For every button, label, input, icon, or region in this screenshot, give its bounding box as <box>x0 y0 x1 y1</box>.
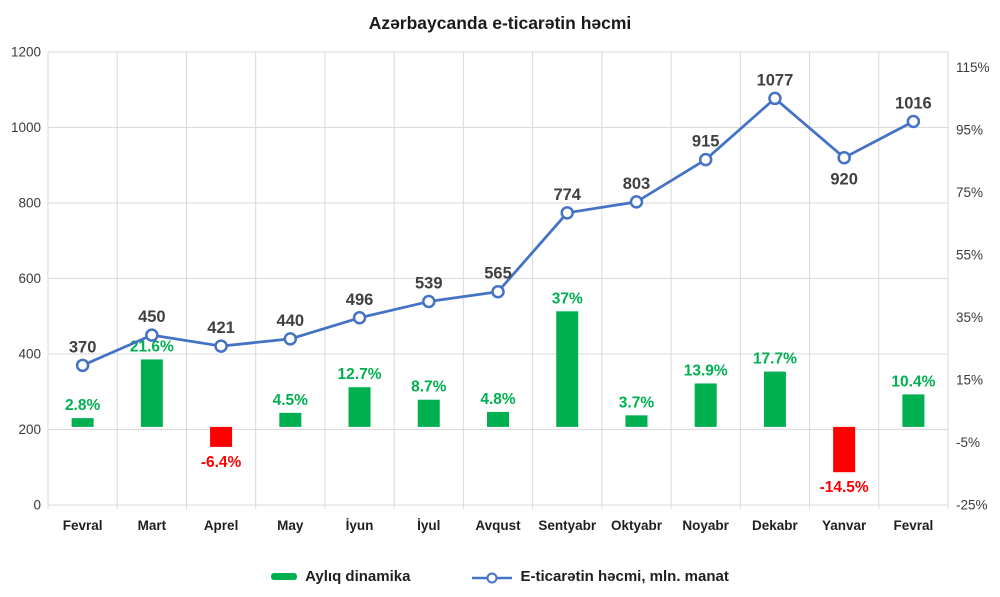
bar-monthly-dynamics <box>763 371 786 427</box>
line-marker <box>698 152 713 167</box>
line-value-label: 496 <box>346 291 374 309</box>
bar-monthly-dynamics <box>210 426 233 447</box>
line-value-label: 774 <box>553 186 581 204</box>
legend-label: Aylıq dinamika <box>305 568 411 585</box>
x-axis-category-label: Aprel <box>204 518 239 533</box>
right-axis-tick-label: 75% <box>956 185 983 200</box>
x-axis-category-label: Mart <box>138 518 167 533</box>
bar-monthly-dynamics <box>71 418 94 427</box>
line-marker <box>491 284 505 299</box>
x-axis-category-label: Fevral <box>63 518 103 533</box>
bar-monthly-dynamics <box>902 394 925 427</box>
x-axis-category-label: Avqust <box>475 518 521 533</box>
bar-monthly-dynamics <box>487 411 509 427</box>
left-axis-tick-label: 200 <box>18 422 41 437</box>
bar-monthly-dynamics <box>279 412 302 427</box>
line-marker <box>422 294 436 309</box>
line-value-label: 421 <box>207 319 235 337</box>
bar-value-label: 12.7% <box>338 366 382 383</box>
bar-monthly-dynamics <box>348 387 371 427</box>
x-axis-category-label: Oktyabr <box>611 518 663 533</box>
x-axis-category-label: Yanvar <box>822 518 867 533</box>
x-axis-category-label: Dekabr <box>752 518 799 533</box>
left-axis-tick-label: 800 <box>18 196 41 211</box>
line-marker <box>768 91 782 106</box>
line-marker <box>837 150 851 165</box>
bar-value-label: 8.7% <box>411 379 447 396</box>
x-axis-category-label: İyul <box>417 518 440 533</box>
chart-title: Azərbaycanda e-ticarətin həcmi <box>368 13 632 33</box>
left-axis-tick-label: 600 <box>18 271 41 286</box>
line-marker <box>560 206 574 220</box>
bar-value-label: 17.7% <box>753 351 797 368</box>
legend-label: E-ticarətin həcmi, mln. manat <box>520 568 729 585</box>
x-axis-category-label: May <box>277 518 304 533</box>
right-axis-tick-label: 115% <box>956 60 990 75</box>
bar-monthly-dynamics <box>625 415 648 427</box>
right-axis-tick-label: 15% <box>956 373 983 388</box>
line-marker <box>906 114 921 129</box>
line-marker <box>283 332 298 346</box>
left-axis-tick-label: 1000 <box>11 120 41 135</box>
right-axis-tick-label: -25% <box>956 498 988 513</box>
line-marker <box>629 195 644 209</box>
left-axis-tick-label: 400 <box>18 347 41 362</box>
x-axis-category-label: Sentyabr <box>538 518 597 533</box>
right-axis-tick-label: -5% <box>956 435 980 450</box>
line-value-label: 539 <box>415 275 443 293</box>
line-marker <box>214 339 228 353</box>
bar-marker-icon <box>271 573 298 580</box>
line-value-label: 440 <box>277 312 305 330</box>
bar-value-label: 10.4% <box>891 373 935 390</box>
plot-area: 2.8% 21.6% -6.4% 4.5% 12.7% 8.7% 4.8% 37% 3.7% 13… <box>11 45 990 534</box>
right-axis-tick-label: 35% <box>956 310 983 325</box>
right-axis-tick-label: 55% <box>956 248 983 263</box>
bar-monthly-dynamics <box>694 383 717 427</box>
line-marker <box>352 311 367 325</box>
x-axis-category-label: Noyabr <box>682 518 729 533</box>
bar-value-label: 4.8% <box>480 391 516 408</box>
bar-value-label: 4.5% <box>273 392 309 409</box>
left-axis-tick-label: 0 <box>33 498 41 513</box>
bar-value-label: 21.6% <box>130 338 174 355</box>
bar-value-label: 3.7% <box>619 394 655 411</box>
line-value-label: 920 <box>830 171 858 189</box>
line-value-label: 1077 <box>757 71 794 89</box>
legend-item-monthly-dynamics: Aylıq dinamika <box>271 568 410 585</box>
line-value-label: 915 <box>692 133 720 151</box>
line-value-label: 565 <box>484 265 512 283</box>
right-axis-tick-label: 95% <box>956 123 983 138</box>
line-value-label: 450 <box>138 308 166 326</box>
legend: Aylıq dinamika E-ticarətin həcmi, mln. m… <box>0 568 1000 585</box>
line-value-label: 370 <box>69 338 97 356</box>
bar-value-label: -6.4% <box>201 454 242 471</box>
bar-monthly-dynamics <box>556 311 579 427</box>
bar-monthly-dynamics <box>417 399 440 427</box>
bar-monthly-dynamics <box>140 359 163 427</box>
x-axis-category-label: İyun <box>346 518 374 533</box>
line-marker <box>75 358 90 373</box>
line-marker-icon <box>472 571 513 583</box>
bar-monthly-dynamics <box>833 426 856 473</box>
line-value-label: 1016 <box>895 94 932 112</box>
left-axis-tick-label: 1200 <box>11 45 41 60</box>
line-value-label: 803 <box>623 175 651 193</box>
bar-value-label: 13.9% <box>684 362 728 379</box>
bar-value-label: -14.5% <box>820 479 869 496</box>
bar-value-label: 37% <box>552 290 583 307</box>
bar-value-label: 2.8% <box>65 397 101 414</box>
line-marker <box>145 328 159 342</box>
legend-item-ecommerce-volume: E-ticarətin həcmi, mln. manat <box>472 568 729 585</box>
x-axis-category-label: Fevral <box>893 518 933 533</box>
